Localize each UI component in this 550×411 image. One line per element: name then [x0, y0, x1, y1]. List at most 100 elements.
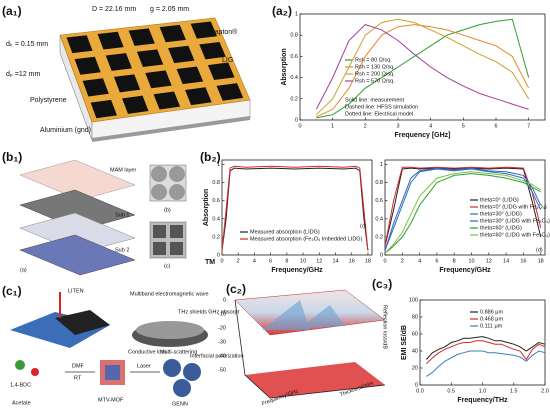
c1-art [10, 292, 208, 397]
y-tick-label: 1 [217, 162, 220, 168]
annotation: Dotted line: Electrical model [345, 111, 413, 117]
x-tick-label: 14 [332, 258, 338, 264]
x-tick-label: 14 [503, 258, 509, 264]
y-tick-label: 40 [412, 348, 418, 354]
lig-tile [185, 87, 212, 106]
x-axis-label: Frequency/THz [457, 397, 508, 404]
lig-tile [136, 49, 164, 68]
lig-tiles [66, 21, 244, 119]
lig-tile [207, 62, 235, 81]
legend-label: theta=30° (LIDG with Fe₃O₄) [480, 218, 550, 224]
y-tick-label: 0.8 [212, 180, 220, 186]
y-tick-label: 0 [295, 117, 298, 123]
diagram-label: Multi-scattering [160, 349, 197, 355]
x-tick-label: 3 [396, 123, 399, 129]
annotation: TM [205, 259, 215, 266]
panel-label: (b₁) [2, 150, 22, 164]
series-line [316, 18, 530, 119]
annotation: (d) [536, 247, 543, 253]
x-axis-label: Frequency/GHz [439, 267, 491, 274]
y-tick-label: 0 [217, 252, 220, 258]
dim-label: dₚ =12 mm [6, 71, 40, 78]
layer-label: Aluminium (gnd) [40, 127, 91, 134]
lig-tile [216, 83, 244, 101]
lig-tile [97, 31, 124, 50]
x-tick-label: 2 [401, 258, 404, 264]
legend-label: theta=0° (LIDG) [480, 197, 519, 203]
annotation: Dashed line: HFSS simulation [345, 104, 418, 110]
sub-label: (b) [164, 207, 171, 213]
diagram-label: MTV-MOF [98, 397, 124, 403]
legend-label: 0.886 μm [480, 309, 503, 315]
y-tick-label: 0.4 [290, 75, 298, 81]
z-tick-label: -50 [218, 367, 226, 373]
y-tick-label: 0.6 [375, 198, 383, 204]
z-tick-label: -40 [218, 353, 226, 359]
diagram-label: Laser [137, 363, 151, 369]
a1-art [59, 17, 251, 142]
panel-label: (c₁) [2, 284, 22, 298]
x-tick-label: 6 [435, 258, 438, 264]
x-tick-label: 6 [494, 123, 497, 129]
x-tick-label: 6 [269, 258, 272, 264]
y-axis-label: EMI SE/dB [401, 325, 408, 360]
x-tick-label: 0 [298, 123, 301, 129]
x-tick-label: 16 [349, 258, 355, 264]
lig-tile [199, 42, 226, 60]
lig-tile [82, 78, 109, 97]
series-line [384, 171, 541, 254]
z-tick-label: -30 [218, 339, 226, 345]
sub-label: (a) [20, 267, 27, 273]
lig-tile [74, 56, 101, 75]
series-line [384, 173, 541, 254]
lig-tile [190, 21, 218, 39]
legend-label: theta=60° (LIDG with Fe₃O₄) [480, 232, 550, 238]
layer-label: Sub 2 [115, 247, 129, 253]
y-tick-label: 0.6 [290, 54, 298, 60]
x-tick-label: 7 [527, 123, 530, 129]
x-tick-label: 10 [468, 258, 474, 264]
lig-tile [176, 66, 204, 85]
y-tick-label: 0.8 [290, 33, 298, 39]
lig-tile [145, 70, 172, 89]
x-tick-label: 2 [237, 258, 240, 264]
z-ticks: 0 -10 -20 -30 -40 -50 [218, 297, 226, 373]
y-tick-label: 1 [295, 11, 298, 17]
diagram-label: LITEN [68, 288, 84, 294]
x-tick-label: 12 [316, 258, 322, 264]
diagram-label: Interfacial polarization [190, 353, 244, 359]
panel-label: (c₂) [226, 282, 246, 296]
x-tick-label: 1.5 [510, 388, 518, 394]
diagram-label: GENN [172, 401, 188, 407]
legend-label: 0.111 μm [480, 323, 503, 329]
y-tick-label: 0 [415, 382, 418, 388]
lig-tile [66, 35, 93, 54]
lig-tile [168, 45, 195, 64]
z-tick-label: -20 [218, 325, 226, 331]
x-tick-label: 0.5 [447, 388, 455, 394]
y-tick-label: 0.2 [290, 96, 298, 102]
y-tick-label: 0.2 [212, 234, 220, 240]
legend-label: theta=0° (LIDG with Fe₃O₄) [480, 204, 547, 210]
legend-label: theta=60° (LIDG) [480, 225, 522, 231]
legend-label: theta=30° (LIDG) [480, 211, 522, 217]
legend-label: Rsh = 570 Ω/sq. [355, 78, 395, 84]
x-tick-label: 2 [364, 123, 367, 129]
x-tick-label: 5 [462, 123, 465, 129]
x-tick-label: 4 [418, 258, 421, 264]
x-tick-label: 18 [365, 258, 371, 264]
b1-art [19, 159, 187, 276]
x-tick-label: 4 [253, 258, 256, 264]
lig-tile [105, 53, 132, 71]
z-tick-label: 0 [223, 297, 226, 303]
diagram-label: Acetate [12, 400, 31, 406]
legend-label: Measured absorption (LIDG) [250, 229, 320, 235]
plot-frame [384, 159, 546, 256]
layer-label: Polystyrene [30, 97, 67, 104]
x-tick-label: 0 [220, 258, 223, 264]
annotation: (c) [360, 223, 367, 229]
y-axis-label: Absorption [281, 48, 288, 85]
x-tick-label: 8 [285, 258, 288, 264]
series-line [384, 167, 542, 251]
